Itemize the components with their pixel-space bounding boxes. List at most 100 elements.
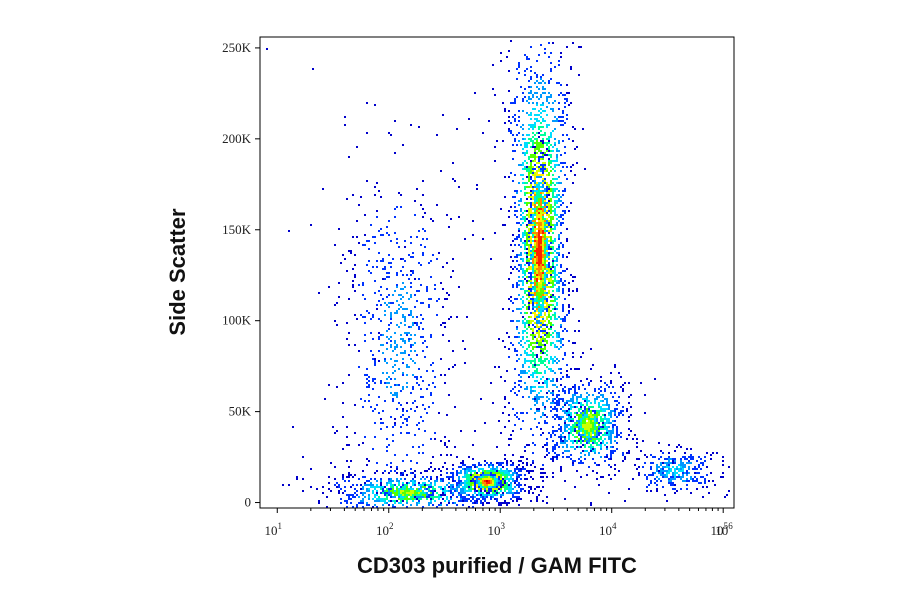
density-dot <box>452 494 454 496</box>
density-dot <box>562 214 564 216</box>
density-dot <box>560 436 562 438</box>
density-dot <box>530 392 532 394</box>
density-dot <box>550 358 552 360</box>
density-dot <box>552 168 554 170</box>
density-dot <box>602 418 604 420</box>
density-dot <box>562 292 564 294</box>
density-dot <box>460 496 462 498</box>
density-dot <box>508 414 510 416</box>
density-dot <box>456 496 458 498</box>
density-dot <box>526 478 528 480</box>
density-dot <box>530 300 532 302</box>
density-dot <box>546 476 548 478</box>
density-dot <box>542 162 544 164</box>
density-dot <box>568 436 570 438</box>
density-dot <box>598 412 600 414</box>
density-dot <box>360 500 362 502</box>
density-dot <box>536 86 538 88</box>
density-dot <box>594 398 596 400</box>
density-dot <box>516 498 518 500</box>
density-dot <box>530 210 532 212</box>
density-dot <box>544 332 546 334</box>
density-dot <box>410 480 412 482</box>
density-dot <box>546 260 548 262</box>
density-dot <box>538 128 540 130</box>
density-dot <box>416 300 418 302</box>
density-dot <box>594 434 596 436</box>
density-dot <box>608 464 610 466</box>
density-dot <box>394 364 396 366</box>
density-dot <box>518 484 520 486</box>
density-dot <box>354 432 356 434</box>
density-dot <box>552 282 554 284</box>
density-dot <box>552 308 554 310</box>
density-dot <box>518 236 520 238</box>
density-dot <box>564 436 566 438</box>
density-dot <box>512 478 514 480</box>
density-dot <box>512 286 514 288</box>
density-dot <box>568 414 570 416</box>
density-dot <box>558 282 560 284</box>
density-dot <box>548 360 550 362</box>
density-dot <box>460 482 462 484</box>
density-dot <box>582 424 584 426</box>
density-dot <box>564 450 566 452</box>
density-dot <box>544 110 546 112</box>
density-dot <box>558 446 560 448</box>
density-dot <box>408 254 410 256</box>
density-dot <box>548 286 550 288</box>
density-dot <box>612 430 614 432</box>
density-dot <box>376 182 378 184</box>
density-dot <box>498 470 500 472</box>
density-dot <box>534 124 536 126</box>
density-dot <box>598 414 600 416</box>
density-dot <box>530 236 532 238</box>
density-dot <box>542 338 544 340</box>
density-dot <box>554 66 556 68</box>
density-dot <box>376 490 378 492</box>
density-dot <box>548 280 550 282</box>
density-dot <box>554 224 556 226</box>
density-dot <box>578 386 580 388</box>
density-dot <box>550 150 552 152</box>
density-dot <box>516 236 518 238</box>
density-dot <box>566 370 568 372</box>
density-dot <box>566 402 568 404</box>
density-dot <box>412 480 414 482</box>
density-dot <box>522 98 524 100</box>
density-dot <box>530 154 532 156</box>
density-dot <box>430 496 432 498</box>
density-dot <box>526 150 528 152</box>
density-dot <box>516 416 518 418</box>
density-dot <box>390 240 392 242</box>
density-dot <box>536 142 538 144</box>
density-dot <box>548 92 550 94</box>
density-dot <box>374 104 376 106</box>
density-dot <box>556 160 558 162</box>
density-dot <box>368 386 370 388</box>
density-dot <box>468 468 470 470</box>
density-dot <box>494 488 496 490</box>
density-dot <box>488 464 490 466</box>
density-dot <box>524 490 526 492</box>
density-dot <box>506 472 508 474</box>
density-dot <box>572 394 574 396</box>
density-dot <box>432 486 434 488</box>
density-dot <box>534 178 536 180</box>
density-dot <box>618 412 620 414</box>
density-dot <box>568 312 570 314</box>
density-dot <box>506 486 508 488</box>
density-dot <box>338 484 340 486</box>
density-dot <box>526 294 528 296</box>
density-dot <box>364 334 366 336</box>
density-dot <box>428 504 430 506</box>
density-dot <box>542 144 544 146</box>
density-dot <box>528 208 530 210</box>
density-dot <box>522 148 524 150</box>
density-dot <box>560 398 562 400</box>
density-dot <box>534 354 536 356</box>
density-dot <box>530 114 532 116</box>
density-dot <box>556 404 558 406</box>
density-dot <box>530 126 532 128</box>
density-dot <box>558 150 560 152</box>
